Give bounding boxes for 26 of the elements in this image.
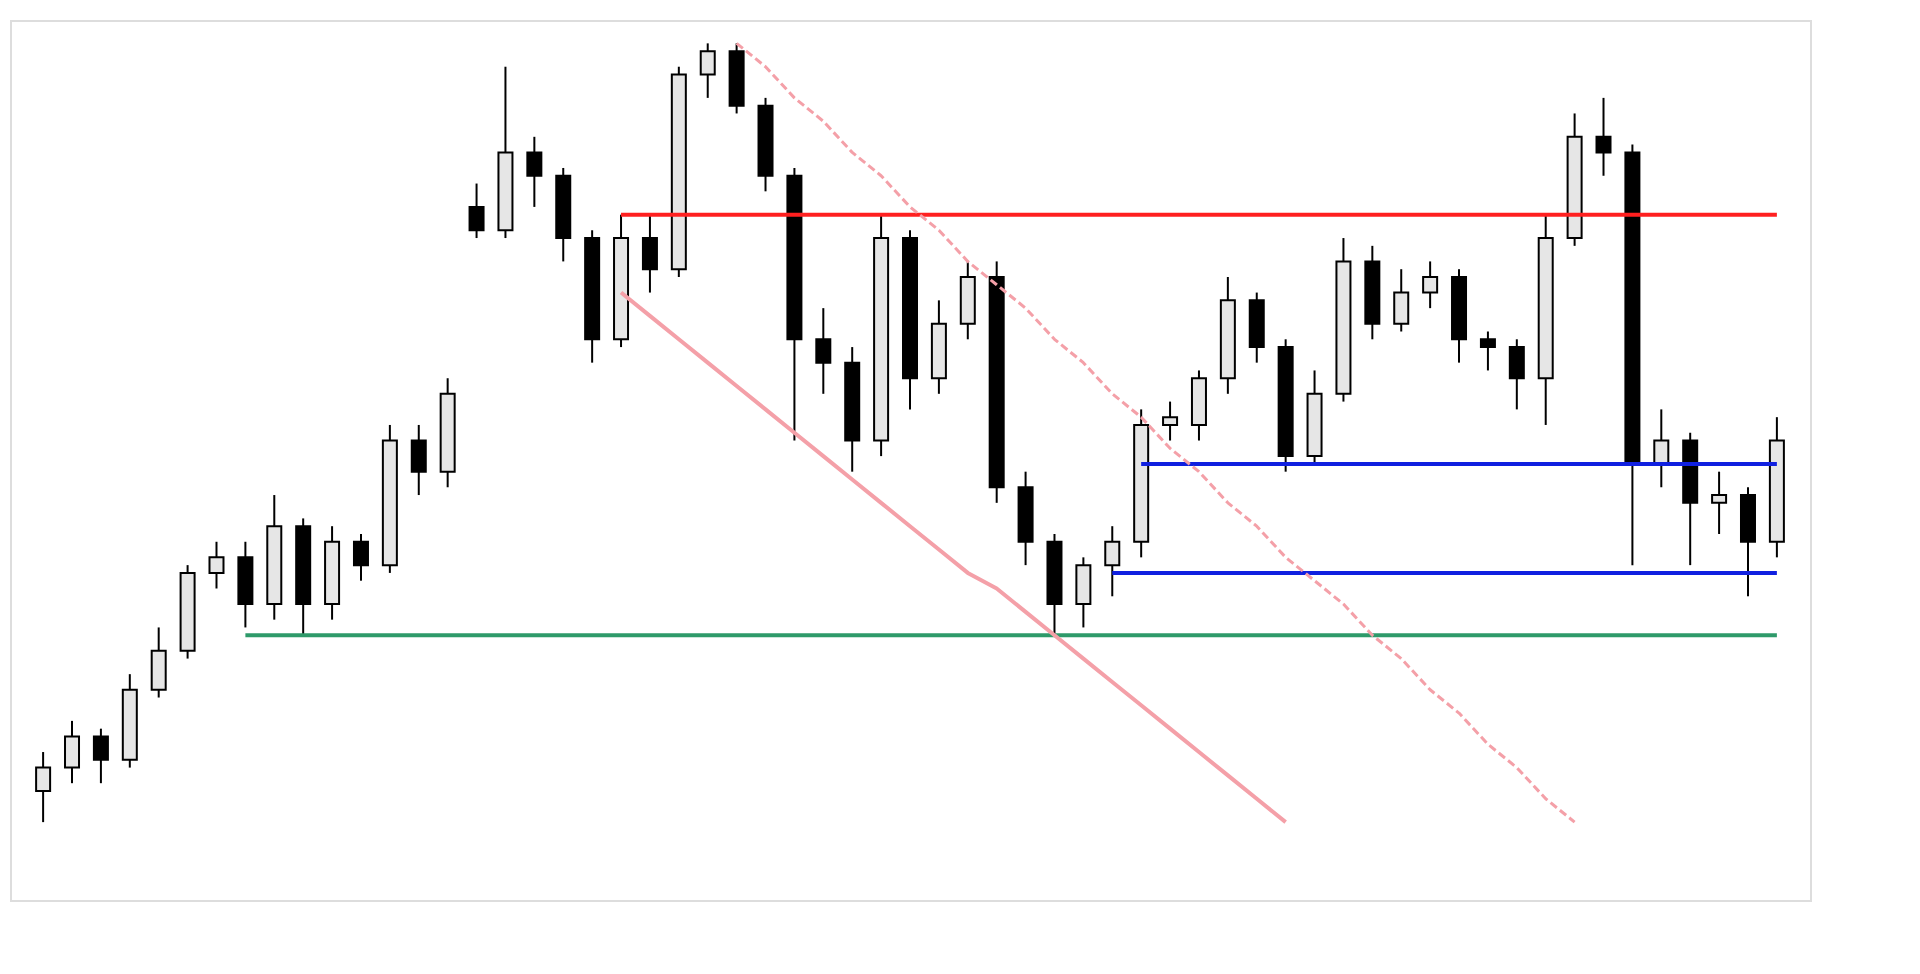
candlestick	[1479, 330, 1496, 372]
candlestick	[1739, 486, 1756, 598]
candlestick	[1075, 556, 1092, 629]
candlestick	[959, 260, 976, 341]
candlestick	[410, 423, 427, 497]
candlestick	[1422, 260, 1439, 310]
candlestick	[237, 540, 254, 629]
candlestick	[1104, 525, 1121, 598]
candlestick	[1162, 400, 1179, 442]
candlestick	[1190, 369, 1207, 442]
candlestick	[641, 213, 658, 294]
candlestick	[208, 540, 225, 590]
candlestick	[1711, 470, 1728, 535]
candlestick	[64, 719, 81, 785]
candlestick	[1393, 268, 1410, 333]
candlestick	[35, 751, 52, 824]
candlestick	[815, 307, 832, 395]
candlestick	[1508, 338, 1525, 411]
candlestick	[352, 532, 369, 582]
candlestick	[468, 182, 485, 240]
candlestick	[699, 42, 716, 99]
candlestick	[1595, 96, 1612, 177]
candlestick	[92, 727, 109, 785]
candlestick	[1248, 291, 1265, 364]
candlestick	[526, 135, 543, 208]
candlestick	[150, 626, 167, 699]
